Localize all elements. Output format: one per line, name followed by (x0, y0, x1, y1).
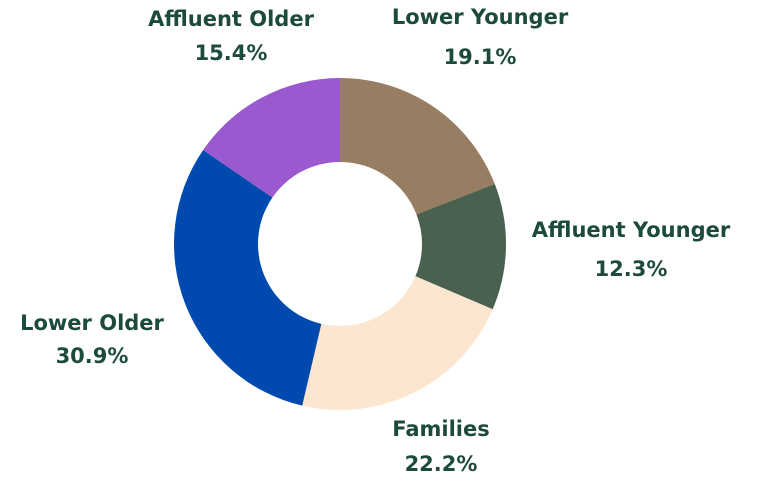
donut-slice (203, 78, 340, 198)
slice-label: Affluent Older (148, 7, 315, 31)
slice-value-label: 30.9% (56, 344, 129, 368)
slice-value-label: 22.2% (405, 452, 478, 476)
donut-slice (302, 276, 493, 410)
slice-label: Lower Younger (392, 5, 569, 29)
slice-label: Affluent Younger (532, 218, 731, 242)
slice-value-label: 19.1% (444, 45, 517, 69)
donut-slice (340, 78, 495, 215)
donut-slice (415, 184, 506, 310)
slice-value-label: 12.3% (595, 257, 668, 281)
slice-label: Families (392, 417, 490, 441)
donut-slice (173, 149, 322, 406)
slice-label: Lower Older (20, 311, 164, 335)
slice-value-label: 15.4% (195, 41, 268, 65)
